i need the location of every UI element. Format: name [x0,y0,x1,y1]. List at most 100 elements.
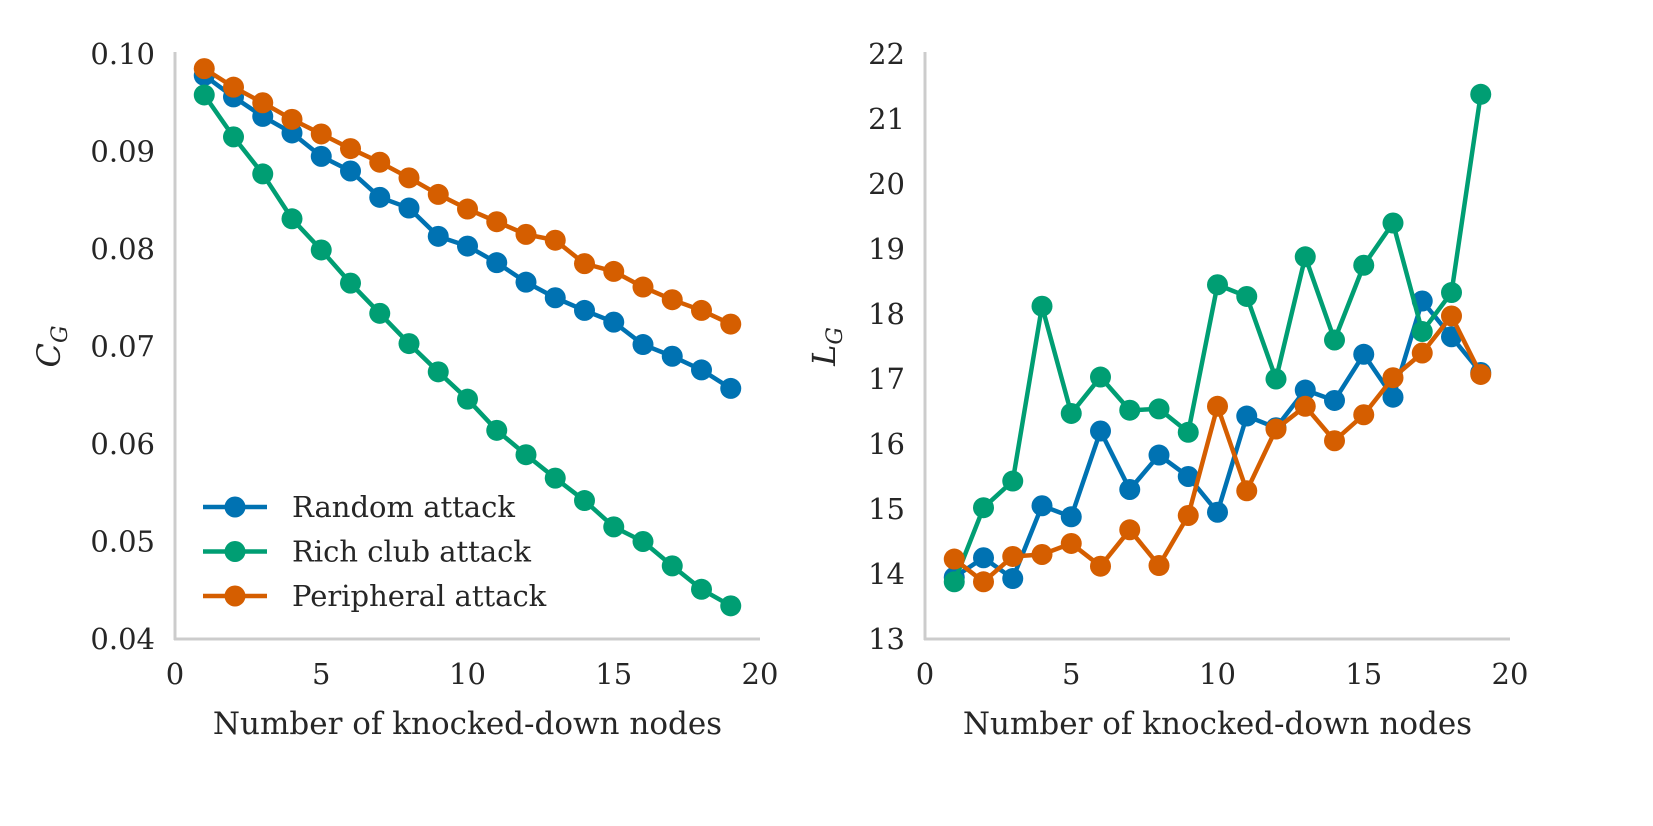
data-point [1177,421,1199,443]
legend-label: Random attack [292,490,515,524]
x-tick-label: 20 [1492,657,1529,691]
data-point [1441,282,1462,304]
data-point [1119,519,1141,541]
data-point [632,531,654,552]
data-point [252,92,274,114]
x-tick-label: 5 [1062,657,1080,691]
data-point [398,167,420,189]
data-point [515,223,537,245]
data-point [1148,398,1170,420]
y-tick-label: 0.09 [90,135,155,169]
series-line-1 [952,298,1483,581]
y-axis-title-main: L [805,345,843,367]
data-point [1207,501,1228,523]
data-point [574,490,595,512]
data-point [1353,343,1375,365]
y-axis-title-subscript: G [48,325,73,343]
data-point [1090,366,1111,388]
data-point [661,345,683,367]
data-point [193,58,215,80]
data-point [457,198,478,220]
data-point [515,444,537,466]
data-point [1294,246,1316,268]
data-point [544,467,566,489]
data-point [1148,555,1170,577]
data-point [1236,285,1258,307]
y-tick-label: 15 [868,492,905,526]
data-point [603,516,625,538]
data-point [1207,395,1228,417]
x-tick-label: 5 [312,657,330,691]
data-point [1294,395,1316,417]
x-tick-label: 0 [166,657,184,691]
data-point [398,333,420,355]
data-point [691,578,712,600]
data-point [720,313,742,335]
data-point [1002,568,1024,590]
data-point [1236,480,1258,502]
y-tick-label: 0.08 [90,232,155,266]
data-point [1294,379,1316,401]
data-point [973,497,994,519]
data-point [281,208,303,230]
data-point [1207,274,1228,296]
data-point [1470,363,1492,385]
data-point [632,276,654,298]
y-tick-label: 0.05 [90,525,155,559]
legend-label: Peripheral attack [292,579,547,613]
y-tick-label: 0.06 [90,427,155,461]
y-axis-title: CG [30,325,73,367]
data-point [1353,254,1375,276]
x-axis-title: Number of knocked-down nodes [213,706,722,742]
data-point [252,163,274,185]
data-point [720,377,742,399]
data-point [369,186,391,208]
data-point [427,183,449,205]
y-tick-label: 0.10 [90,37,155,71]
x-tick-label: 20 [742,657,779,691]
data-point [1177,505,1199,526]
data-point [281,108,303,130]
y-tick-label: 14 [868,557,905,591]
y-axis-title-main: C [30,343,68,367]
legend: Random attack Rich club attack Peripheral … [203,490,547,613]
data-point [1382,212,1404,234]
data-point [1265,418,1287,440]
x-tick-label: 0 [916,657,934,691]
data-point [457,235,478,257]
data-point [486,211,508,233]
x-axis-title: Number of knocked-down nodes [963,706,1472,742]
data-point [1060,532,1082,554]
data-point [661,555,683,577]
y-tick-label: 21 [868,102,905,136]
data-point [1382,367,1404,389]
y-tick-label: 0.04 [90,622,155,656]
data-point [310,239,332,261]
data-point [973,571,994,593]
data-point [427,361,449,383]
data-point [223,76,244,98]
data-point [720,595,742,617]
data-point [1177,466,1199,487]
path-length-chart: 0 5 10 15 20 13 14 15 16 17 18 19 20 21 22 Number of kn… [805,37,1528,742]
data-point [427,225,449,247]
data-point [943,548,965,570]
data-point [486,419,508,441]
data-point [1324,329,1345,351]
data-point [515,271,537,293]
data-point [310,123,332,145]
data-point [369,302,391,324]
data-point [1090,555,1111,577]
data-point [603,260,625,282]
data-point [973,547,994,569]
data-point [544,287,566,309]
data-point [691,299,712,321]
legend-label: Rich club attack [292,535,531,569]
data-point [544,229,566,251]
data-point [340,160,361,182]
data-point [691,359,712,381]
data-point [1119,479,1141,500]
data-point [1265,368,1287,390]
data-point [1060,506,1082,528]
